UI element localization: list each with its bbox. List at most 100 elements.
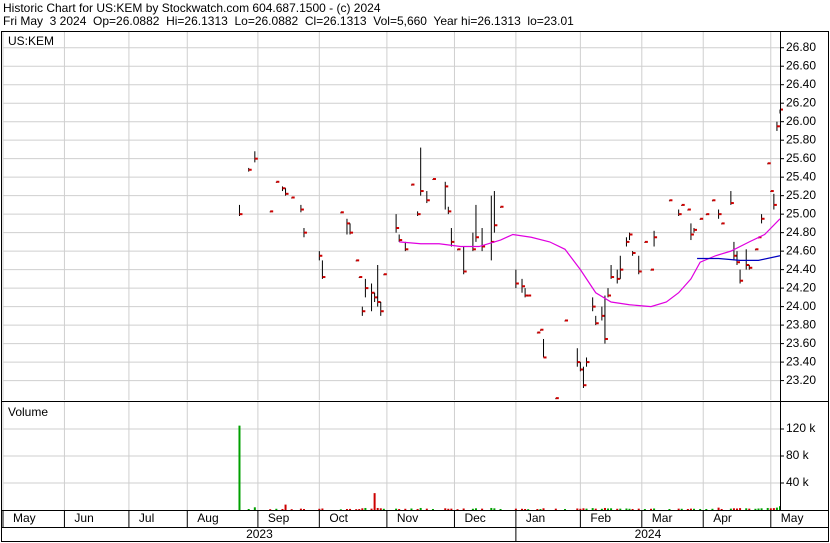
volume-bar [594, 508, 597, 510]
volume-bar [736, 508, 739, 510]
ohlc-bar [543, 338, 545, 358]
volume-bar [419, 507, 422, 510]
x-tick-label: May [13, 511, 36, 525]
y-tick-label: 24.60 [786, 243, 816, 257]
volume-bar [643, 508, 646, 510]
volume-bar [493, 508, 496, 510]
volume-bar [720, 508, 723, 510]
ohlc-bar [745, 249, 747, 270]
x-tick-label: Sep [268, 511, 290, 525]
volume-bar [299, 508, 302, 510]
volume-bar [524, 508, 527, 510]
volume-bar [699, 508, 702, 510]
volume-bar [521, 508, 524, 510]
x-tick-label: May [781, 511, 804, 525]
ohlc-bar [420, 147, 422, 196]
ohlc-bar [773, 193, 775, 210]
volume-bar [247, 508, 250, 510]
ohlc-bar [524, 288, 526, 298]
volume-bar [379, 508, 382, 510]
volume-bar [680, 508, 683, 510]
volume-bar [705, 508, 708, 510]
volume-bar [628, 508, 631, 510]
y-tick-label: 25.40 [786, 169, 816, 183]
moving-average [399, 218, 781, 308]
ohlc-bar [619, 255, 621, 279]
y-tick-label: 26.40 [786, 77, 816, 91]
y-tick-label: 40 k [786, 475, 810, 489]
volume-bar [585, 508, 588, 510]
ohlc-bar [490, 195, 492, 261]
volume-bar [410, 508, 413, 510]
ohlc-bar [472, 232, 474, 252]
volume-bar [361, 508, 364, 510]
volume-bar [653, 508, 656, 510]
volume-bar [729, 508, 732, 510]
ohlc-bar [730, 191, 732, 205]
volume-bar [444, 508, 447, 510]
ohlc-bar [610, 265, 612, 279]
ohlc-bar [601, 306, 603, 321]
volume-bar [321, 508, 324, 510]
volume-bar [579, 508, 582, 510]
volume-bar [677, 508, 680, 510]
y-tick-label: 24.00 [786, 299, 816, 313]
volume-bar [514, 508, 517, 510]
ohlc-bar [463, 246, 465, 275]
ohlc-bar [481, 228, 483, 252]
volume-bar [447, 508, 450, 510]
x-tick-label: Dec [464, 511, 485, 525]
x-tick-label: Aug [197, 511, 218, 525]
volume-bar [481, 508, 484, 510]
y-tick-label: 26.20 [786, 95, 816, 109]
ohlc-bar [426, 191, 428, 204]
volume-bar [732, 508, 735, 510]
ohlc-bar [321, 260, 323, 279]
volume-bar [284, 504, 287, 510]
volume-bar [358, 509, 361, 510]
volume-bar [757, 508, 760, 510]
volume-bar [637, 508, 640, 510]
ohlc-bar [736, 251, 738, 266]
ohlc-bar [285, 188, 287, 196]
volume-bar [745, 508, 748, 510]
ohlc-bar [515, 269, 517, 289]
chart-title: US:KEM [8, 34, 54, 48]
volume-bar [591, 508, 594, 510]
year-label: 2023 [246, 527, 273, 541]
ohlc-bar [493, 191, 495, 233]
volume-bar [364, 507, 367, 510]
volume-bar [631, 508, 634, 510]
volume-bar [689, 508, 692, 510]
volume-bar [582, 508, 585, 510]
volume-bar [275, 508, 278, 510]
volume-bar [376, 507, 379, 510]
volume-bar [748, 508, 751, 510]
y-tick-label: 24.40 [786, 262, 816, 276]
volume-bar [554, 508, 557, 510]
x-tick-label: Mar [652, 511, 673, 525]
volume-bar [769, 508, 772, 510]
volume-bar [318, 508, 321, 510]
volume-bar [760, 508, 763, 510]
ohlc-bar [690, 223, 692, 241]
volume-bar [474, 508, 477, 510]
x-tick-label: Nov [397, 511, 418, 525]
volume-bar [355, 509, 358, 510]
ohlc-bar [653, 230, 655, 247]
volume-bar [290, 509, 293, 510]
ohlc-bar [475, 204, 477, 242]
ohlc-bar [604, 295, 606, 344]
ohlc-bar [739, 269, 741, 284]
ohlc-bar [346, 218, 348, 235]
volume-bar [693, 508, 696, 510]
volume-bar [370, 508, 373, 510]
volume-bar [610, 508, 613, 510]
x-tick-label: Apr [713, 511, 732, 525]
y-tick-label: 26.80 [786, 40, 816, 54]
ohlc-bar [582, 366, 584, 388]
y-tick-label: 24.20 [786, 280, 816, 294]
x-tick-label: Jun [74, 511, 93, 525]
